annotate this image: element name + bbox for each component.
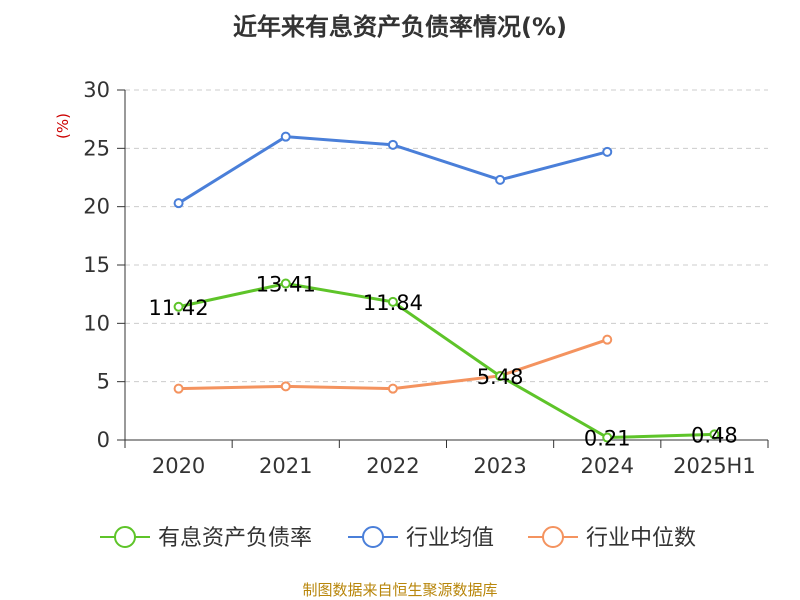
data-point: [173, 198, 184, 209]
data-label: 11.84: [363, 291, 423, 315]
series-line: [178, 282, 715, 440]
chart-title: 近年来有息资产负债率情况(%): [233, 13, 567, 41]
data-point: [602, 334, 613, 345]
axes: 0 5 10 15 20 25 30 2020 2021 2022 2023 2024 2025H1: [83, 78, 769, 478]
data-label: 11.42: [149, 296, 209, 320]
y-tick-label: 20: [83, 195, 110, 219]
legend[interactable]: 有息资产负债率 行业均值 行业中位数: [100, 526, 696, 551]
x-tick-label: 2025H1: [673, 454, 756, 478]
data-point: [280, 131, 291, 142]
legend-swatch-marker: [542, 526, 564, 548]
x-tick-label: 2022: [366, 454, 419, 478]
y-tick-label: 5: [97, 370, 110, 394]
data-point: [602, 146, 613, 157]
legend-item[interactable]: 行业中位数: [528, 526, 696, 551]
data-point: [280, 278, 291, 289]
y-tick-label: 15: [83, 253, 110, 277]
data-point: [387, 139, 398, 150]
y-tick-label: 10: [83, 311, 110, 335]
y-tick-label: 30: [83, 78, 110, 102]
data-labels: 11.42 13.41 11.84 5.48 0.21 0.48: [149, 273, 738, 451]
x-tick-label: 2020: [152, 454, 205, 478]
data-label: 13.41: [256, 273, 316, 297]
y-tick-label: 0: [97, 428, 110, 452]
legend-label: 行业中位数: [586, 526, 696, 551]
data-point: [173, 301, 184, 312]
data-point: [387, 383, 398, 394]
data-point: [495, 174, 506, 185]
legend-item[interactable]: 行业均值: [348, 526, 494, 551]
data-point: [709, 429, 720, 440]
data-point: [280, 381, 291, 392]
data-point: [387, 296, 398, 307]
y-tick-label: 25: [83, 136, 110, 160]
legend-label: 行业均值: [406, 526, 494, 551]
x-tick-label: 2021: [259, 454, 312, 478]
legend-item[interactable]: 有息资产负债率: [100, 526, 312, 551]
legend-swatch-marker: [114, 526, 136, 548]
data-label: 5.48: [477, 365, 524, 389]
source-note: 制图数据来自恒生聚源数据库: [302, 581, 497, 599]
data-point: [495, 371, 506, 382]
y-unit-label: (%): [54, 113, 72, 139]
legend-swatch-marker: [362, 526, 384, 548]
data-label: 0.48: [691, 423, 738, 447]
data-label: 0.21: [584, 427, 631, 451]
legend-label: 有息资产负债率: [158, 526, 312, 551]
series-layer: [173, 131, 720, 443]
x-tick-label: 2023: [473, 454, 526, 478]
x-tick-label: 2024: [581, 454, 634, 478]
data-point: [173, 383, 184, 394]
grid-lines: [125, 89, 768, 383]
data-point: [602, 432, 613, 443]
